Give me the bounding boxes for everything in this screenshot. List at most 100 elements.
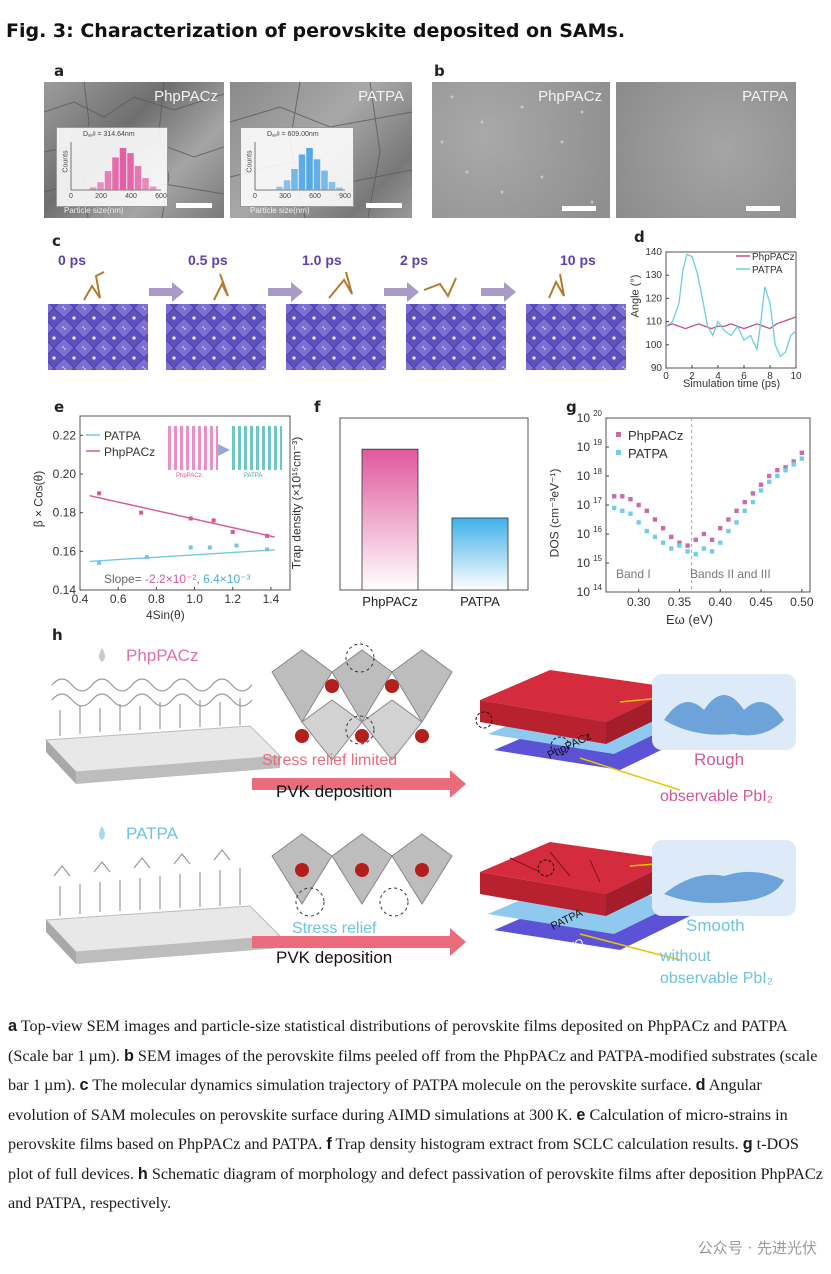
time-label: 0.5 ps [188,252,228,268]
x-tick-label: 0.4 [72,592,89,606]
x-tick-label: 0.40 [709,595,733,609]
slab-3 [286,271,386,370]
caption-text: Calculation of micro-strains in perovski… [8,1105,788,1154]
data-point [677,543,682,548]
bottom-cations [295,863,429,877]
caption-panel-letter: f [326,1135,332,1153]
x-tick-label: 1.2 [224,592,241,606]
histogram-bar [283,180,291,190]
x-tick-label: 8 [767,371,773,382]
data-point [718,526,723,531]
histogram-inset-left: 0 200 400 600 Dₐᵥᵍ = 314.64nm Counts [56,127,168,207]
x-tick-label: 4 [715,371,721,382]
strain-chart: 0.4 0.6 0.8 1.0 1.2 1.4 0.14 0.16 0.18 0.20 0.22 [53,415,291,606]
histogram-a-left: 0 200 400 600 [69,142,167,200]
tick-label: 600 [155,193,167,200]
panel-d-label: d [634,228,645,246]
stress-label: Stress relief [292,920,377,937]
smooth-surface [664,871,784,903]
data-point [620,494,625,499]
y-tick-exponent: 20 [593,410,602,418]
y-tick-label: 100 [645,340,662,351]
surface-label: Smooth [686,916,745,935]
data-point [750,499,756,505]
slope-text: Slope= -2.2×10⁻², 6.4×10⁻³ [104,572,250,586]
data-point [628,497,633,502]
data-point [693,552,698,557]
sem-image-b-right: PATPA [616,82,796,218]
strain-circle [345,643,375,673]
data-point [791,462,796,467]
tick-label: 900 [339,193,351,200]
data-point [783,468,788,473]
y-tick-exponent: 17 [593,496,602,505]
x-tick-label: 1.0 [186,592,203,606]
y-tick-exponent: 14 [593,583,602,592]
y-tick-label: 10 [577,469,591,483]
data-point [685,543,690,548]
x-tick-label: 0 [663,371,669,382]
legend-entry: PhpPACz [752,252,795,263]
tick-label: 300 [279,193,291,200]
relief-circle [295,887,325,917]
data-point [265,533,270,538]
ylabel: Angle (°) [629,274,642,318]
scale-bar [176,203,212,208]
panel-h-label: h [52,626,63,644]
caption-text: Trap density histogram extract from SCLC… [331,1135,743,1153]
slope-blue: 6.4×10⁻³ [203,572,251,586]
histogram-bar [149,186,157,190]
histogram-bar [321,170,328,190]
dep-label: PVK deposition [276,948,393,967]
bottom-substrate [44,826,282,964]
panel-f-label: f [314,398,321,416]
process-arrow [252,928,466,956]
data-point [644,528,649,534]
data-point [775,473,780,479]
arrow [384,282,419,302]
ylabel: DOS (cm⁻³eV⁻¹) [547,468,562,558]
data-point [628,511,633,516]
time-label: 2 ps [400,252,429,268]
caption-text: Schematic diagram of morphology and defe… [8,1164,823,1213]
watermark: 公众号 · 先进光伏 [697,1239,817,1257]
data-point [611,494,617,499]
slope-sep: , [196,572,200,586]
y-tick-label: 110 [646,317,662,328]
inset-lattice-teal [232,426,282,470]
data-point [234,543,239,548]
plot-frame [665,251,797,369]
arrow [149,282,184,302]
top-cations [295,679,429,743]
dep-label: PVK deposition [276,782,393,801]
figure-title: Fig. 3: Characterization of perovskite d… [6,20,626,42]
histogram-bar [306,148,313,190]
fit-line-PATPA [89,549,275,563]
process-arrow [252,770,466,798]
histogram-bar [119,148,127,190]
data-point [709,549,715,554]
md-trajectory-diagram [48,271,626,370]
histogram-bar [336,187,343,190]
droplet-icon [99,648,105,662]
histogram-bar [328,181,336,190]
slab-1 [48,271,148,370]
histogram-bar [89,187,97,190]
caption-text: SEM images of the perovskite films peele… [8,1046,818,1095]
plot-frame [339,417,529,591]
time-label: 10 ps [560,252,596,268]
slab-2 [166,273,266,370]
sam-label-bottom: PATPA [126,824,178,843]
data-point [693,537,698,542]
davg-label: Dₐᵥᵍ = 314.64nm [83,131,135,138]
bottom-device [480,842,690,961]
legend-swatch [616,450,621,455]
panel-c-label: c [52,232,61,250]
top-device [475,670,690,791]
legend-entry: PATPA [104,429,141,443]
time-label: 1.0 ps [302,252,342,268]
arrow [268,282,303,302]
strain-circle [345,715,375,745]
sem-tag: PhpPACz [538,88,602,105]
sem-tag: PATPA [358,88,404,105]
